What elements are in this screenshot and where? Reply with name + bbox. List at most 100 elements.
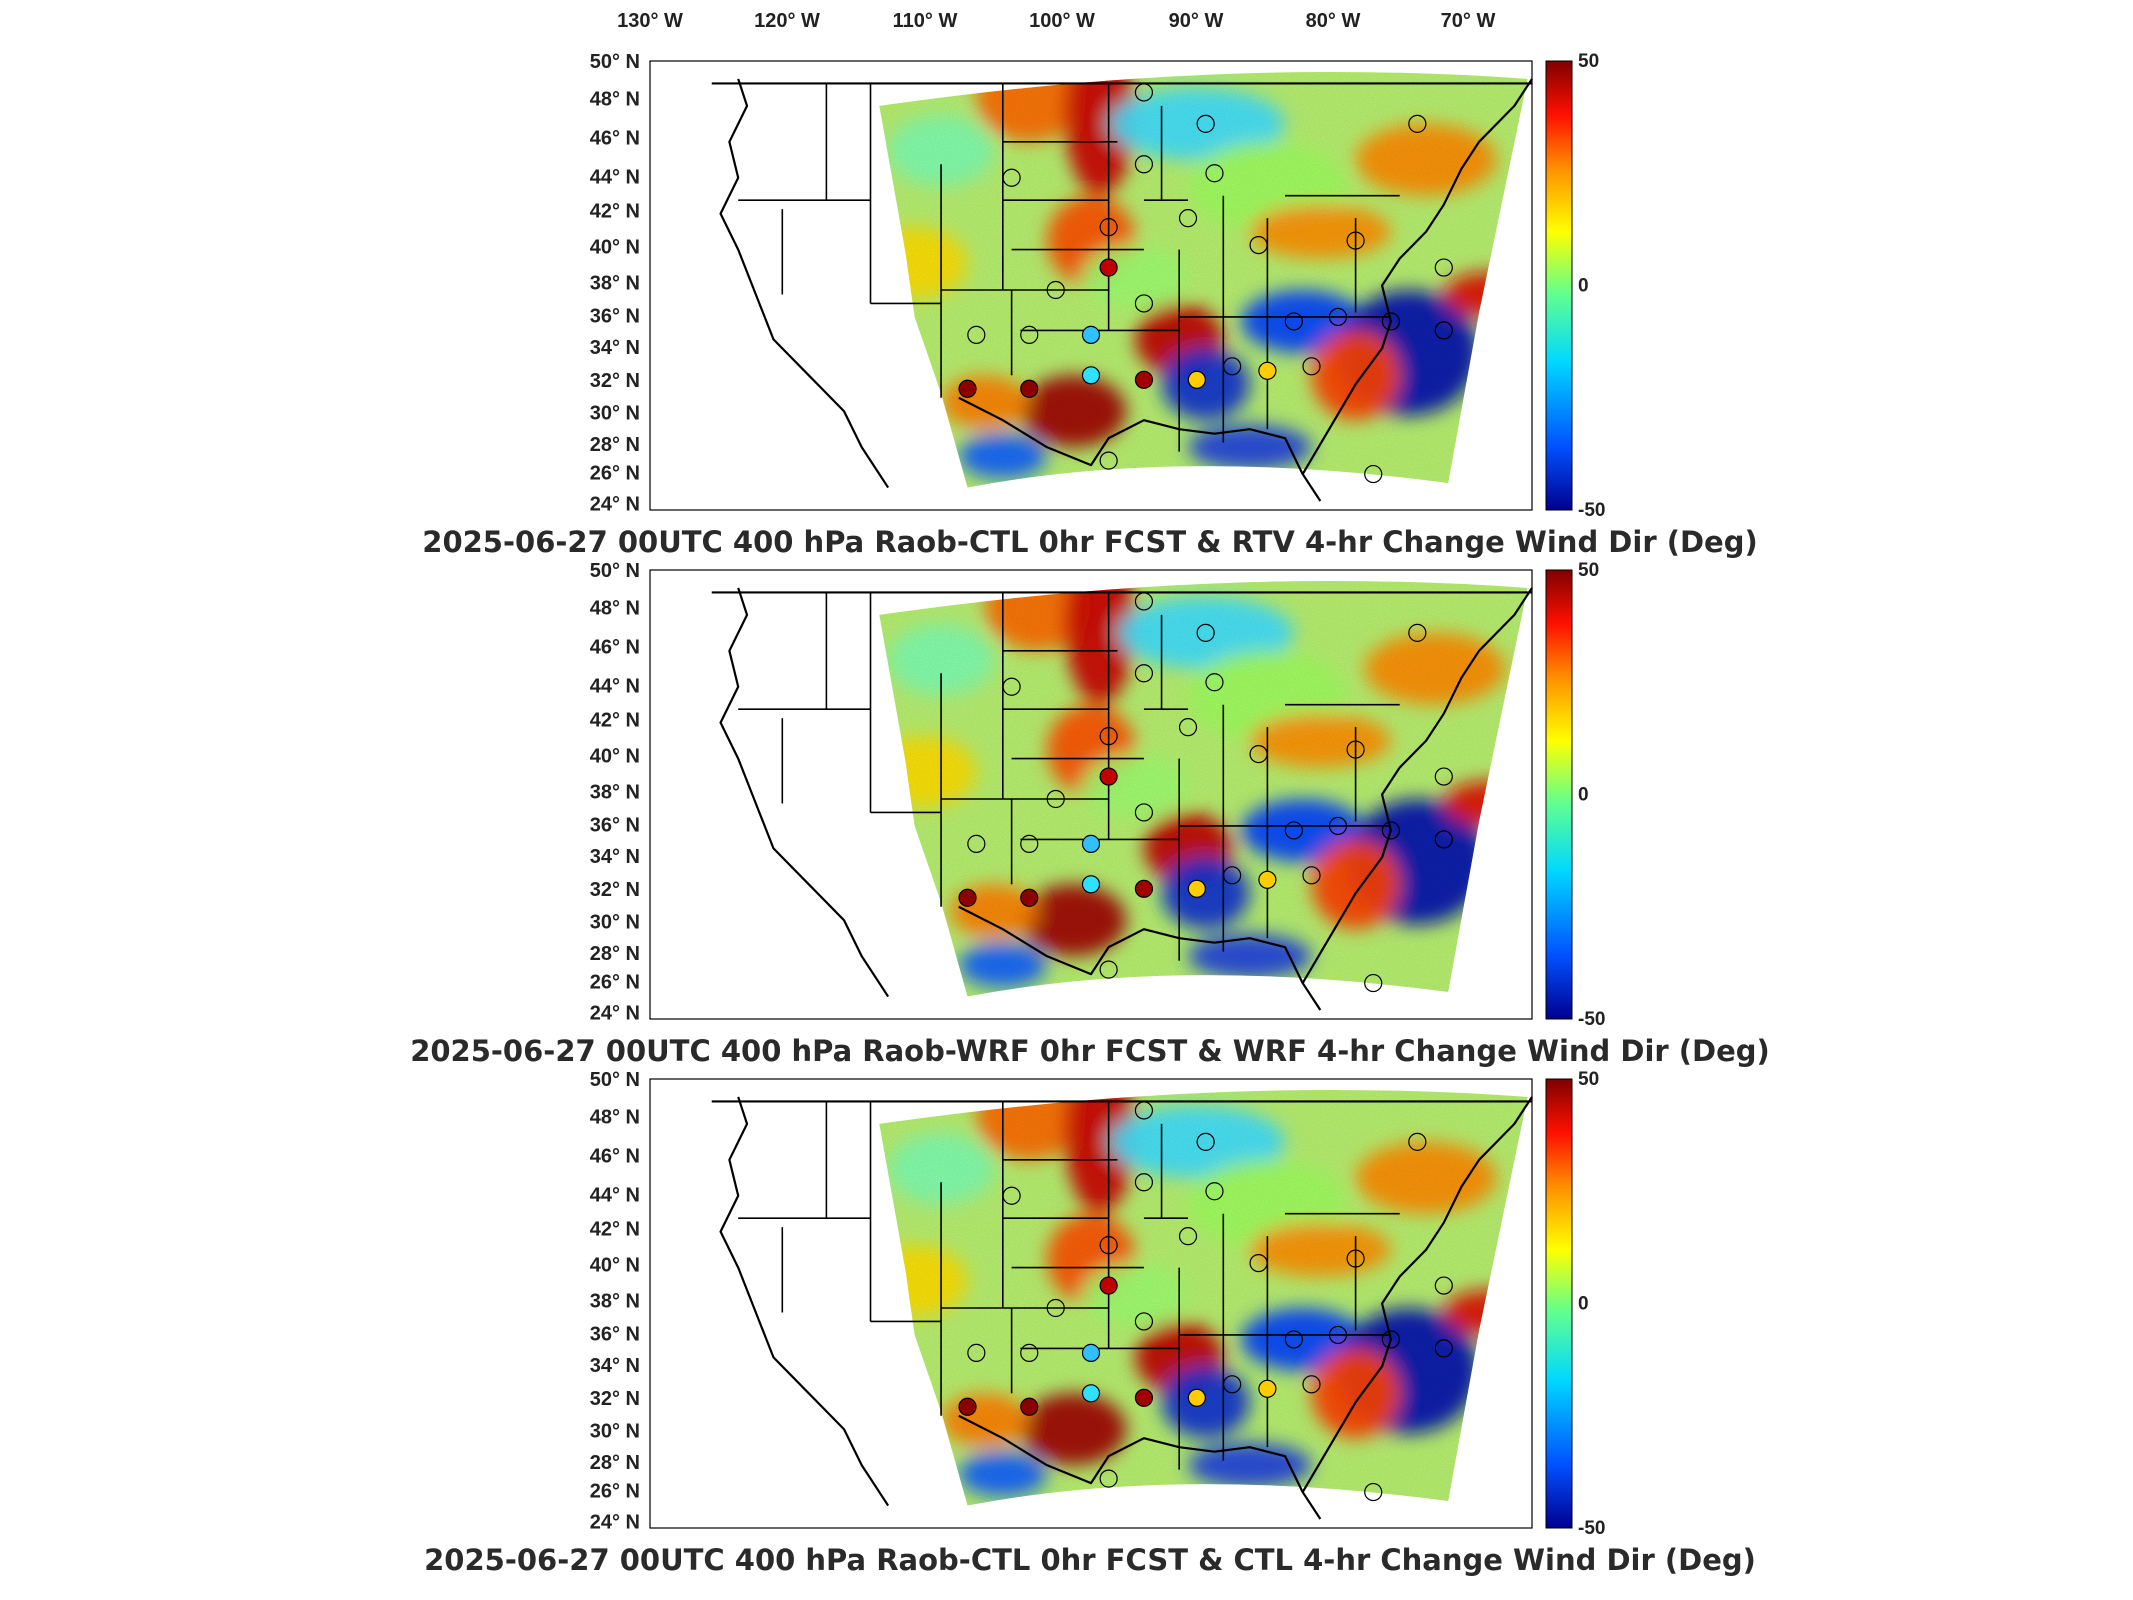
latitude-label: 32° N [590, 879, 640, 901]
colorbar [1545, 60, 1573, 511]
boundaries [711, 587, 1533, 1011]
raob-marker [1020, 379, 1039, 398]
raob-marker [1099, 767, 1118, 786]
map-panel-1: 50° N 48° N 46° N 44° N 42° N 40° N 38° N 36° N… [422, 51, 1757, 559]
west-coastline [719, 78, 890, 489]
raob-marker [1284, 1330, 1303, 1349]
raob-marker [967, 834, 986, 853]
raob-marker [1249, 744, 1268, 764]
gulf-coastline [958, 396, 1322, 502]
raob-marker [1205, 1182, 1224, 1201]
latitude-label: 36° N [590, 306, 640, 328]
latitude-label: 28° N [590, 434, 640, 456]
boundaries [711, 1096, 1533, 1520]
panel-title: 2025-06-27 00UTC 400 hPa Raob-CTL 0hr FC… [422, 525, 1757, 559]
raob-marker [1284, 821, 1303, 840]
raob-marker [1284, 312, 1303, 331]
latitude-label: 38° N [590, 1290, 640, 1312]
raob-marker [1249, 235, 1268, 255]
raob-marker [1099, 1469, 1118, 1488]
raob-marker [1134, 1173, 1154, 1192]
raob-marker [1081, 325, 1101, 344]
raob-marker [1002, 168, 1021, 187]
latitude-label: 50° N [590, 560, 640, 582]
colorbar [1545, 569, 1573, 1020]
raob-marker [1134, 155, 1154, 174]
latitude-label: 50° N [590, 1069, 640, 1091]
raob-marker [1302, 866, 1321, 885]
raob-marker [1434, 767, 1453, 786]
raob-marker [967, 1343, 986, 1362]
raob-marker [1196, 1132, 1215, 1151]
raob-marker [1328, 307, 1348, 327]
latitude-axis-labels: 50° N 48° N 46° N 44° N 42° N 40° N 38° N 36° N… [590, 1069, 640, 1533]
raob-marker [1020, 834, 1039, 853]
raob-marker [1099, 451, 1118, 470]
panel-title: 2025-06-27 00UTC 400 hPa Raob-CTL 0hr FC… [424, 1543, 1756, 1577]
latitude-label: 36° N [590, 1324, 640, 1346]
raob-marker [1381, 1330, 1400, 1349]
raob-marker [1178, 1227, 1198, 1246]
raob-marker [1381, 312, 1400, 331]
raob-marker [1081, 875, 1101, 894]
latitude-label: 46° N [590, 127, 640, 149]
raob-marker [1187, 879, 1206, 898]
latitude-axis-labels: 50° N 48° N 46° N 44° N 42° N 40° N 38° N 36° N… [590, 560, 640, 1024]
raob-marker [1187, 370, 1206, 389]
raob-marker [1002, 1186, 1021, 1205]
raob-marker [958, 1397, 977, 1416]
raob-marker [1134, 803, 1154, 822]
latitude-label: 42° N [590, 710, 640, 732]
raob-marker [1434, 258, 1453, 277]
field-texture [879, 71, 1528, 488]
raob-marker [1134, 294, 1154, 313]
latitude-label: 40° N [590, 745, 640, 767]
latitude-label: 48° N [590, 1106, 640, 1128]
raob-marker [1381, 821, 1400, 840]
latitude-label: 34° N [590, 1355, 640, 1377]
colorbar-mid-label: 0 [1578, 785, 1589, 806]
raob-marker [958, 379, 977, 398]
raob-markers [958, 592, 1453, 993]
longitude-label: 130° W [617, 10, 683, 32]
latitude-label: 32° N [590, 1388, 640, 1410]
latitude-label: 38° N [590, 781, 640, 803]
longitude-label: 80° W [1306, 10, 1361, 32]
raob-marker [1258, 1379, 1277, 1398]
raob-marker [1187, 1388, 1206, 1407]
raob-marker [1134, 83, 1154, 102]
latitude-label: 28° N [590, 943, 640, 965]
map-frame [649, 60, 1533, 511]
latitude-label: 48° N [590, 88, 640, 110]
map-panels: 50° N 48° N 46° N 44° N 42° N 40° N 38° N 36° N… [410, 51, 1770, 1577]
raob-marker [1223, 357, 1242, 376]
colorbar [1545, 1078, 1573, 1529]
raob-marker [1134, 592, 1154, 611]
raob-marker [1434, 1276, 1453, 1295]
colorbar-mid-label: 0 [1578, 1294, 1589, 1315]
raob-marker [1346, 231, 1365, 250]
latitude-label: 26° N [590, 1481, 640, 1503]
raob-marker [1364, 1482, 1383, 1502]
raob-marker [958, 888, 977, 907]
raob-marker [1302, 1375, 1321, 1394]
raob-marker [1081, 834, 1101, 853]
latitude-axis-labels: 50° N 48° N 46° N 44° N 42° N 40° N 38° N 36° N… [590, 51, 640, 515]
wind-direction-change-field [879, 1089, 1528, 1506]
raob-markers [958, 83, 1453, 484]
longitude-label: 70° W [1441, 10, 1496, 32]
gulf-coastline [958, 905, 1322, 1011]
raob-marker [1020, 1343, 1039, 1362]
raob-marker [1408, 114, 1427, 133]
latitude-label: 40° N [590, 236, 640, 258]
longitude-label: 100° W [1029, 10, 1095, 32]
wind-direction-change-field [879, 580, 1528, 997]
raob-marker [1434, 830, 1453, 849]
latitude-label: 36° N [590, 815, 640, 837]
latitude-label: 42° N [590, 1219, 640, 1241]
raob-marker [1099, 258, 1118, 277]
raob-marker [1081, 1384, 1101, 1403]
field-texture [879, 580, 1528, 997]
latitude-label: 42° N [590, 201, 640, 223]
raob-marker [1408, 1132, 1427, 1151]
